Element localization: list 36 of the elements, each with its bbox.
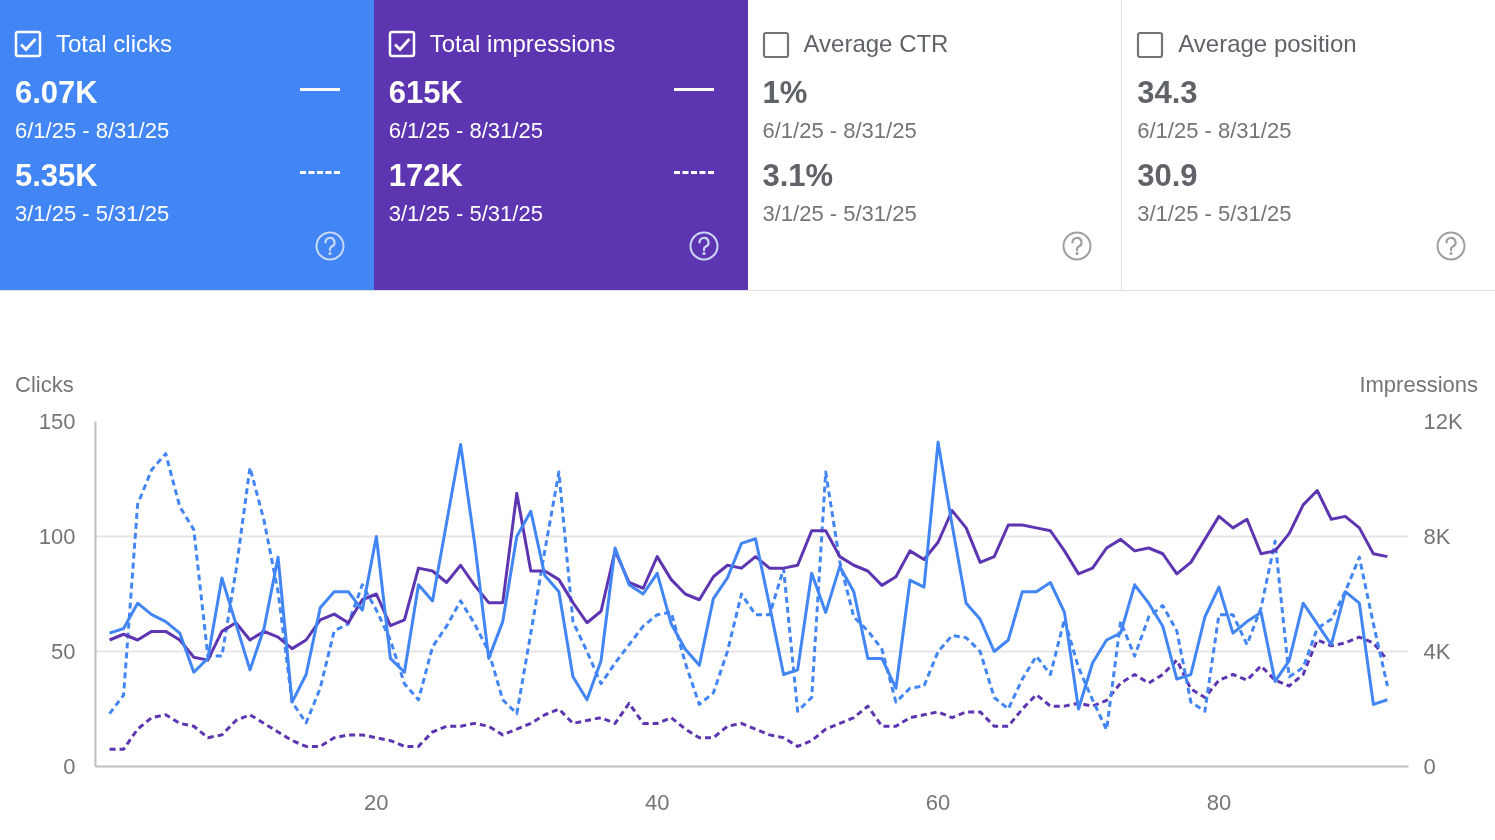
text: Total impressions [429, 29, 616, 59]
text: Total clicks [56, 29, 173, 59]
text: 34.3 [1137, 74, 1198, 112]
y-axis-title: Clicks [15, 372, 74, 398]
x-tick-label: 40 [644, 789, 670, 815]
y-tick-label: 100 [38, 524, 76, 549]
text: 1% [762, 74, 808, 112]
text: 3.1% [762, 157, 834, 195]
x-tick-label: 80 [1206, 789, 1232, 815]
y2-tick-label: 12K [1423, 409, 1463, 434]
text: 3/1/25 - 5/31/25 [1137, 200, 1292, 228]
text: Average CTR [803, 29, 949, 59]
x-tick-label: 60 [925, 789, 951, 815]
y2-axis-title: Impressions [1359, 372, 1478, 398]
y-tick-label: 50 [51, 639, 76, 664]
line-series [108, 635, 1389, 751]
y2-tick-label: 4K [1423, 639, 1451, 664]
text: Average position [1178, 29, 1357, 59]
text: 5.35K [15, 157, 98, 195]
text: 6/1/25 - 8/31/25 [388, 117, 543, 145]
text: 6/1/25 - 8/31/25 [15, 117, 170, 145]
text: 172K [388, 157, 463, 195]
y2-tick-label: 8K [1423, 524, 1451, 549]
y2-tick-label: 0 [1423, 754, 1436, 779]
line-series [108, 489, 1389, 662]
text: 3/1/25 - 5/31/25 [388, 200, 543, 228]
text: 6/1/25 - 8/31/25 [762, 117, 917, 145]
x-tick-label: 20 [364, 789, 389, 815]
text: 6.07K [15, 74, 98, 112]
text: 3/1/25 - 5/31/25 [762, 200, 917, 228]
y-tick-label: 0 [63, 754, 76, 779]
text: 615K [388, 74, 463, 112]
text: 30.9 [1137, 157, 1198, 195]
y-tick-label: 150 [38, 409, 76, 434]
text: 3/1/25 - 5/31/25 [15, 200, 170, 228]
text: 6/1/25 - 8/31/25 [1137, 117, 1292, 145]
